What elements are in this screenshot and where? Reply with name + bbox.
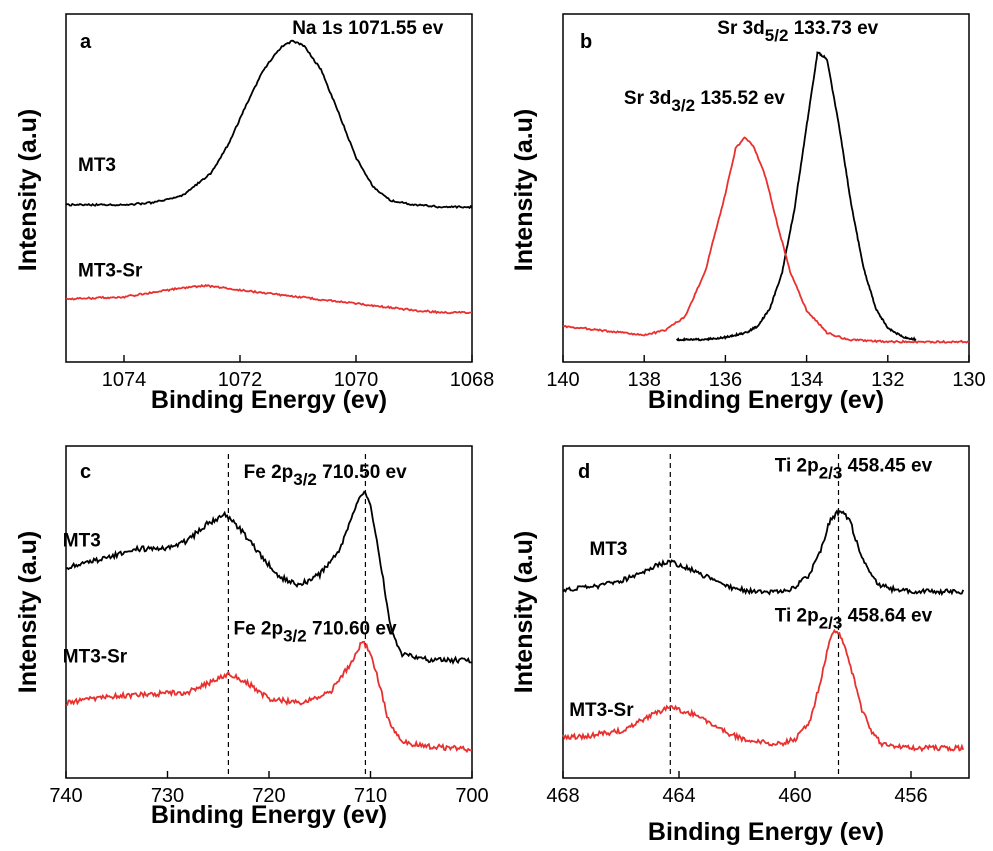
panel-d-series-label-mt3-sr: MT3-Sr bbox=[569, 700, 634, 721]
panel-d-peak-annotation-1: Ti 2p2/3 458.45 ev bbox=[775, 456, 933, 483]
panel-a-xtick-label-1070: 1070 bbox=[334, 369, 379, 391]
panel-b-label: b bbox=[580, 31, 592, 53]
panel-a-xtick-label-1074: 1074 bbox=[102, 369, 147, 391]
panel-d-y-axis-label: Intensity (a.u) bbox=[510, 531, 538, 694]
panel-b-xtick-label-134: 134 bbox=[790, 369, 823, 391]
panel-b-xtick-label-138: 138 bbox=[628, 369, 661, 391]
panel-a-marks: 1074 1072 1070 1068 MT3 MT3-Sr Na 1s 1071.55 e… bbox=[65, 18, 495, 391]
panel-b-x-axis-label: Binding Energy (ev) bbox=[648, 386, 884, 414]
panel-d-peak-annotation-2: Ti 2p2/3 458.64 ev bbox=[775, 606, 933, 633]
panel-b-xtick-label-140: 140 bbox=[546, 369, 579, 391]
panel-b: b Intensity (a.u) Binding Energy (ev) 14… bbox=[510, 13, 986, 414]
panel-c-series-mt3-sr bbox=[65, 640, 473, 754]
panel-a-label: a bbox=[80, 31, 92, 53]
panel-d-series-mt3-sr bbox=[562, 628, 965, 753]
panel-a-xtick-label-1072: 1072 bbox=[218, 369, 263, 391]
panel-b-peak-annotation-1: Sr 3d5/2 133.73 ev bbox=[717, 18, 878, 45]
panel-d-marks: 468 464 460 456 MT3 MT3-Sr Ti 2p2/3 458.45 ev T… bbox=[546, 454, 965, 807]
panel-b-xtick-label-136: 136 bbox=[709, 369, 742, 391]
panel-c-xtick-label-720: 720 bbox=[252, 785, 285, 807]
panel-b-marks: 140 138 136 134 132 130 Sr 3d5/2 133.73 ev Sr 3… bbox=[546, 18, 985, 391]
panel-c-xtick-label-700: 700 bbox=[455, 785, 488, 807]
panel-a-series-mt3-sr bbox=[65, 283, 473, 315]
panel-c-x-axis-label: Binding Energy (ev) bbox=[151, 801, 387, 829]
panel-d-xtick-label-460: 460 bbox=[778, 785, 811, 807]
panel-b-y-axis-label: Intensity (a.u) bbox=[510, 109, 538, 272]
panel-c-peak-annotation-1: Fe 2p3/2 710.50 ev bbox=[244, 462, 408, 489]
panel-c-y-axis-label: Intensity (a.u) bbox=[14, 531, 42, 694]
panel-d-label: d bbox=[578, 461, 590, 483]
panel-b-series-mt3-sr bbox=[562, 136, 970, 344]
panel-c-series-mt3 bbox=[65, 490, 473, 666]
panel-b-peak-annotation-2: Sr 3d3/2 135.52 ev bbox=[624, 88, 785, 115]
panel-d-frame bbox=[562, 445, 970, 779]
panel-c-series-label-mt3-sr: MT3-Sr bbox=[63, 646, 128, 667]
panel-a-frame bbox=[65, 13, 473, 363]
panel-d-xtick-label-456: 456 bbox=[894, 785, 927, 807]
panel-c-frame bbox=[65, 445, 473, 779]
panel-c-xtick-label-710: 710 bbox=[354, 785, 387, 807]
panel-a-peak-annotation-1: Na 1s 1071.55 ev bbox=[292, 18, 444, 39]
panel-d-xtick-label-468: 468 bbox=[546, 785, 579, 807]
panel-a-series-label-mt3: MT3 bbox=[78, 155, 116, 176]
panel-d-series-mt3 bbox=[562, 509, 965, 597]
panel-c-marks: 740 730 720 710 700 MT3 MT3-Sr Fe 2p3/2 710.50 … bbox=[49, 454, 489, 807]
panel-a-y-axis-label: Intensity (a.u) bbox=[14, 109, 42, 272]
panel-c: c Intensity (a.u) Binding Energy (ev) 74… bbox=[14, 445, 489, 829]
panel-d-xtick-label-464: 464 bbox=[662, 785, 695, 807]
panel-a-x-axis-label: Binding Energy (ev) bbox=[151, 386, 387, 414]
panel-c-xtick-label-740: 740 bbox=[49, 785, 82, 807]
panel-c-peak-annotation-2: Fe 2p3/2 710.60 ev bbox=[233, 618, 397, 645]
panel-a-series-mt3 bbox=[65, 39, 473, 210]
panel-d: d Intensity (a.u) Binding Energy (ev) 46… bbox=[510, 445, 970, 846]
panel-a-series-label-mt3-sr: MT3-Sr bbox=[78, 261, 143, 282]
panel-b-xtick-label-132: 132 bbox=[871, 369, 904, 391]
panel-d-series-label-mt3: MT3 bbox=[590, 539, 628, 560]
panel-a: a Intensity (a.u) Binding Energy (ev) 10… bbox=[14, 13, 495, 414]
panel-c-xtick-label-730: 730 bbox=[151, 785, 184, 807]
panel-c-label: c bbox=[80, 461, 91, 483]
panel-b-xtick-label-130: 130 bbox=[952, 369, 985, 391]
panel-b-frame bbox=[562, 13, 970, 363]
panel-b-series-mt3 bbox=[675, 51, 917, 342]
panel-d-x-axis-label: Binding Energy (ev) bbox=[648, 818, 884, 846]
panel-a-xtick-label-1068: 1068 bbox=[450, 369, 495, 391]
panel-c-series-label-mt3: MT3 bbox=[63, 531, 101, 552]
